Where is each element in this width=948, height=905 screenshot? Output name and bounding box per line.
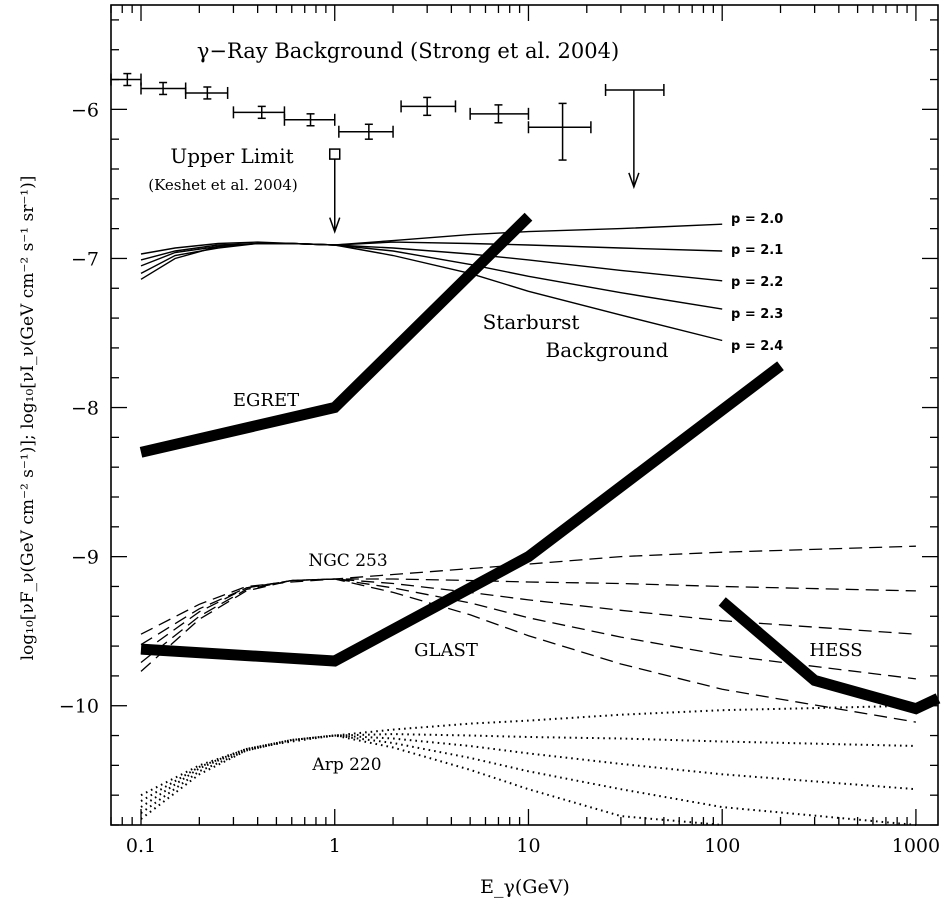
limit-arrow-head <box>628 172 640 190</box>
gamma-ray-background-points <box>110 72 665 234</box>
p21-label: p = 2.1 <box>731 243 783 258</box>
hess-sensitivity-line <box>718 597 941 715</box>
x-tick-label: 0.1 <box>126 835 156 857</box>
x-axis-label: E_γ(GeV) <box>480 876 570 898</box>
p24-label: p = 2.4 <box>731 339 783 354</box>
starburst-line-0 <box>140 223 723 280</box>
upper-limit-reference: (Keshet et al. 2004) <box>148 176 298 194</box>
x-tick-label: 1000 <box>892 835 940 857</box>
x-tick-label: 100 <box>704 835 740 857</box>
background-point-5 <box>338 123 394 140</box>
ngc253-line-4 <box>140 578 917 723</box>
arp220-line-4 <box>140 734 723 826</box>
plot-frame <box>110 4 939 826</box>
ngc253-curves <box>140 545 917 723</box>
ngc253-line-2 <box>140 578 916 655</box>
y-tick-label: −8 <box>71 398 99 420</box>
arp220-line-0 <box>140 704 916 797</box>
background-point-7 <box>469 104 530 124</box>
upper-limit-arrow-head <box>329 217 341 234</box>
x-tick-label: 1 <box>329 835 341 857</box>
keshet-upper-limit <box>328 148 341 234</box>
background-point-6 <box>400 96 457 117</box>
p23-label: p = 2.3 <box>731 307 783 322</box>
background-point-2 <box>184 86 229 100</box>
upper-limit-label: Upper Limit <box>170 144 293 168</box>
background-point-8 <box>527 102 592 161</box>
p22-label: p = 2.2 <box>731 275 783 290</box>
background-point-3 <box>232 105 286 120</box>
starburst-line-3 <box>140 242 723 310</box>
background-title: γ−Ray Background (Strong et al. 2004) <box>197 39 619 63</box>
sensitivity-curves <box>139 212 941 715</box>
ngc253-line-0 <box>140 545 916 635</box>
starburst-label-2: Background <box>546 338 669 362</box>
glast-label: GLAST <box>414 640 478 661</box>
starburst-curves <box>140 223 723 342</box>
y-axis-label: log₁₀[νF_ν(GeV cm⁻² s⁻¹)]; log₁₀[νI_ν(Ge… <box>18 176 38 661</box>
arp220-line-2 <box>140 734 916 808</box>
x-tick-label: 10 <box>516 835 540 857</box>
starburst-label-1: Starburst <box>483 310 580 334</box>
upper-limit-marker <box>328 148 341 160</box>
arp220-curves <box>140 704 916 826</box>
hess-label: HESS <box>809 640 862 661</box>
y-tick-label: −10 <box>59 696 99 718</box>
ngc253-line-1 <box>140 578 916 646</box>
y-tick-label: −6 <box>71 99 99 121</box>
glast-sensitivity-line <box>140 361 784 667</box>
background-point-1 <box>140 81 187 96</box>
egret-label: EGRET <box>233 390 299 411</box>
background-point-4 <box>283 113 336 127</box>
annotations: γ−Ray Background (Strong et al. 2004) Up… <box>18 39 863 898</box>
y-tick-label: −7 <box>71 248 99 270</box>
background-upper-limit <box>604 83 665 190</box>
p20-label: p = 2.0 <box>731 212 783 227</box>
ngc253-line-3 <box>140 578 916 680</box>
axes: 0.1 1 10 100 1000 −10 −9 −8 −7 −6 <box>59 4 940 857</box>
ngc253-label: NGC 253 <box>308 551 387 571</box>
starburst-line-4 <box>140 241 723 342</box>
egret-sensitivity-line <box>139 212 533 458</box>
arp220-label: Arp 220 <box>311 755 381 775</box>
y-tick-label: −9 <box>71 547 99 569</box>
arp220-line-3 <box>140 734 916 826</box>
arp220-line-1 <box>140 733 916 802</box>
